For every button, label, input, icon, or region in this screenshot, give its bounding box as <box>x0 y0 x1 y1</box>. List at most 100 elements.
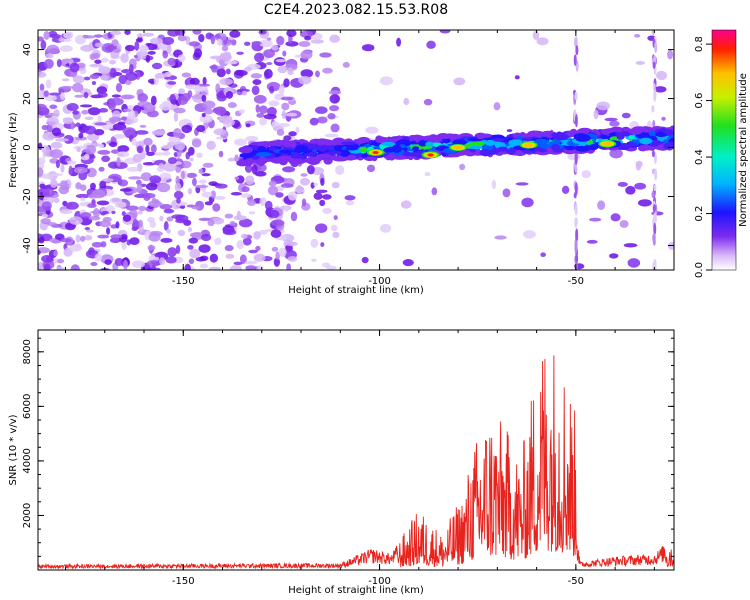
spectrogram-noise-cell <box>218 115 233 124</box>
spectrogram-noise-cell <box>79 104 93 108</box>
spectrogram-noise-cell <box>161 144 173 150</box>
spectrogram-noise-cell <box>159 172 172 180</box>
spectrogram-noise-cell <box>172 128 182 138</box>
spectrogram-ridge-cell <box>655 132 668 137</box>
spectrogram-streak-cell <box>575 45 579 56</box>
spectrogram-noise-cell <box>43 263 51 270</box>
spectrogram-noise-cell <box>38 247 51 254</box>
spectrogram-noise-cell <box>311 258 317 263</box>
spectrogram-noise-cell <box>38 90 44 99</box>
spectrogram-noise-cell <box>133 55 138 59</box>
spectrogram-noise-cell <box>251 40 262 46</box>
spectrogram-peak-cell <box>602 141 613 147</box>
spectrogram-noise-cell <box>310 39 325 44</box>
spectrogram-noise-cell <box>51 127 62 137</box>
spectrogram-noise-cell <box>254 52 265 63</box>
spectrogram-noise-cell <box>79 235 86 242</box>
spectrogram-noise-cell <box>113 48 121 53</box>
spectrogram-noise-cell <box>173 151 178 157</box>
spectrogram-noise-cell <box>299 30 314 38</box>
spectrogram-noise-cell <box>330 123 340 133</box>
spectrogram-streak-cell <box>653 90 657 102</box>
spectrogram-noise-cell <box>189 248 201 259</box>
spectrogram-ridge-cell <box>442 137 451 144</box>
spectrogram-streak-cell <box>574 36 578 48</box>
spectrogram-noise-cell <box>58 185 70 195</box>
spectrogram-ridge-cell <box>359 146 368 153</box>
spectrogram-noise-cell <box>227 157 237 162</box>
spectrogram-noise-cell <box>285 241 298 247</box>
spectrogram-ridge-cell <box>392 155 408 160</box>
spectrogram-noise-cell <box>46 116 59 126</box>
spectrogram-noise-cell <box>251 85 260 96</box>
spectrogram-noise-cell <box>43 30 50 40</box>
spectrogram-noise-cell <box>97 149 111 155</box>
spectrogram-ridge-cell <box>254 158 266 165</box>
spectrogram-ridge-cell <box>324 141 334 146</box>
spectrogram-noise-cell <box>163 221 169 231</box>
spectrogram-noise-cell <box>39 183 46 189</box>
spectrogram-noise-cell <box>619 220 629 228</box>
spectrogram-noise-cell <box>56 267 65 270</box>
colorbar-tick-label: 0.2 <box>694 206 705 222</box>
spectrogram-noise-cell <box>78 132 84 139</box>
spectrogram-noise-cell <box>210 34 216 45</box>
spectrogram-noise-cell <box>91 189 106 199</box>
spectrogram-ridge-cell <box>427 136 442 143</box>
spectrogram-noise-cell <box>72 82 84 93</box>
spectrogram-noise-cell <box>73 166 88 174</box>
spectrogram-ridge-cell <box>410 152 417 157</box>
colorbar-tick-label: 0.0 <box>694 262 705 278</box>
spectrogram-noise-cell <box>98 143 105 149</box>
spectrogram-ridge-cell <box>412 146 420 151</box>
spectrogram-noise-cell <box>396 37 402 47</box>
spectrogram-noise-cell <box>214 33 221 39</box>
y-tick-label: -20 <box>22 188 33 204</box>
spectrogram-noise-cell <box>315 223 328 234</box>
spectrogram-ridge-cell <box>410 140 417 145</box>
spectrogram-noise-cell <box>322 67 333 74</box>
spectrogram-noise-cell <box>152 152 166 156</box>
spectrogram-noise-cell <box>173 112 179 122</box>
spectrogram-noise-cell <box>139 124 147 128</box>
spectrogram-noise-cell <box>166 44 172 55</box>
spectrogram-noise-cell <box>195 256 207 262</box>
spectrogram-noise-cell <box>286 30 297 38</box>
spectrogram-noise-cell <box>38 236 45 244</box>
spectrogram-noise-cell <box>197 86 208 91</box>
spectrogram-noise-cell <box>53 197 60 204</box>
spectrogram-noise-cell <box>329 34 340 43</box>
spectrogram-noise-cell <box>159 215 164 222</box>
spectrogram-noise-cell <box>245 265 257 270</box>
spectrogram-noise-cell <box>110 30 121 36</box>
spectrogram-noise-cell <box>238 218 253 228</box>
spectrogram-noise-cell <box>66 160 77 165</box>
spectrogram-noise-cell <box>99 180 107 189</box>
spectrogram-noise-cell <box>423 98 433 106</box>
spectrogram-noise-cell <box>154 199 160 205</box>
spectrogram-noise-cell <box>229 30 241 38</box>
spectrogram-x-ticks: -150 -100 -50 <box>64 30 655 287</box>
spectrogram-noise-cell <box>94 253 103 262</box>
spectrogram-peak-cell <box>372 150 379 154</box>
spectrogram-noise-cell <box>586 239 598 244</box>
spectrogram-noise-cell <box>651 211 664 216</box>
y-tick-label: 6000 <box>22 394 33 419</box>
spectrogram-noise-cell <box>187 188 193 195</box>
spectrogram-noise-cell <box>180 170 186 180</box>
spectrogram-noise-cell <box>108 141 118 148</box>
spectrogram-ridge-cell <box>601 128 612 135</box>
spectrogram-noise-cell <box>142 32 155 37</box>
spectrogram-noise-cell <box>324 133 339 138</box>
spectrogram-noise-cell <box>200 91 207 96</box>
spectrogram-noise-cell <box>431 187 438 196</box>
spectrogram-noise-cell <box>322 194 332 200</box>
spectrogram-noise-cell <box>281 110 286 120</box>
spectrogram-noise-cell <box>44 94 57 102</box>
spectrogram-noise-cell <box>84 227 91 231</box>
spectrogram-noise-cell <box>234 176 240 180</box>
spectrogram-noise-cell <box>617 181 628 187</box>
spectrogram-noise-cell <box>101 42 115 53</box>
spectrogram-noise-cell <box>493 102 501 111</box>
spectrogram-streak-cell <box>651 149 655 158</box>
